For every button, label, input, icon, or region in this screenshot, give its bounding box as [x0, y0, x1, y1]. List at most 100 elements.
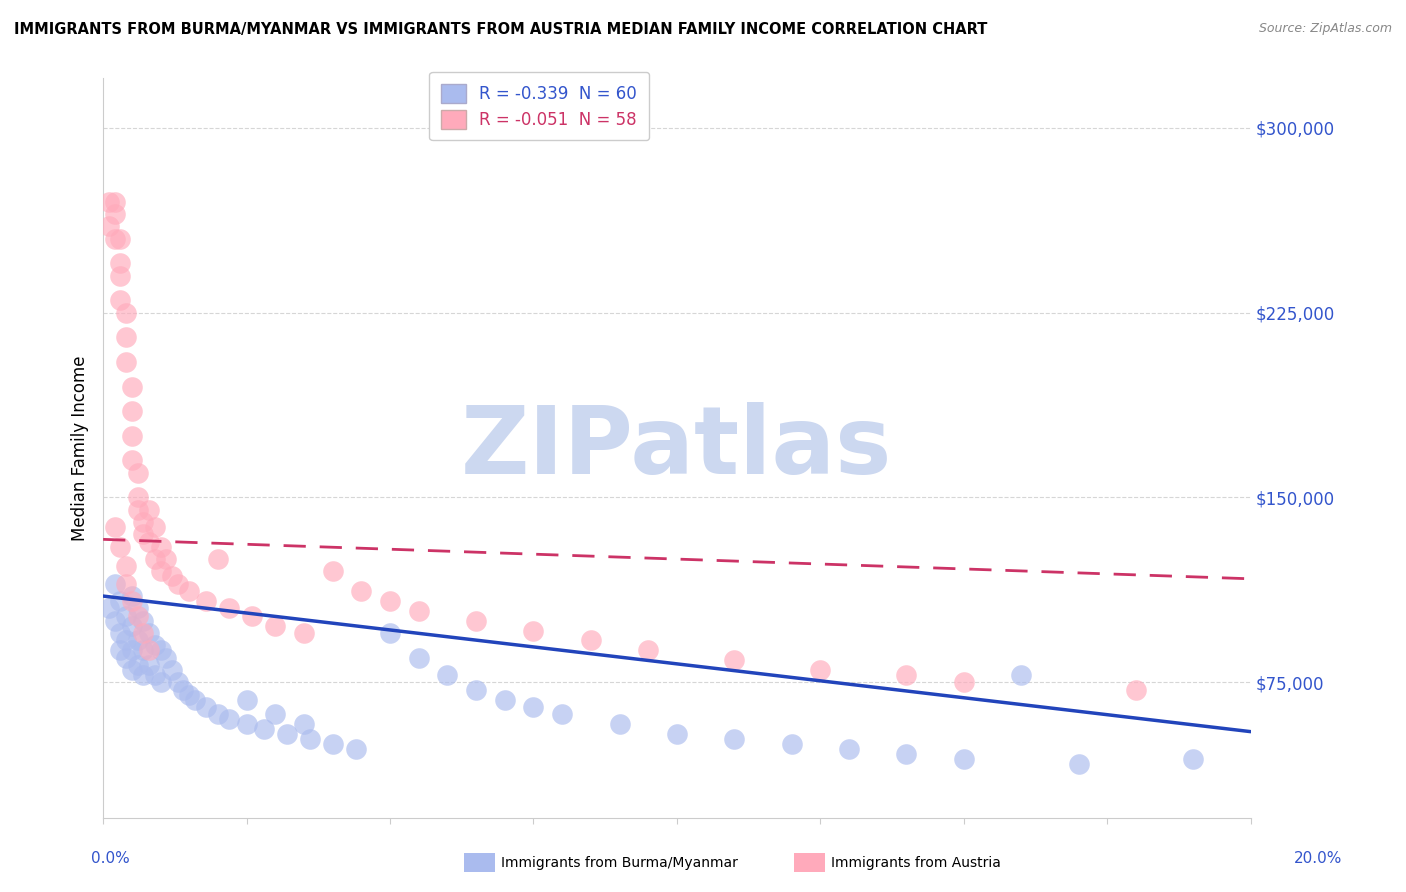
Y-axis label: Median Family Income: Median Family Income — [72, 355, 89, 541]
Point — [378, 594, 401, 608]
Point — [138, 643, 160, 657]
Point — [896, 668, 918, 682]
Point — [127, 601, 149, 615]
Point — [166, 576, 188, 591]
Point — [344, 742, 367, 756]
Point — [172, 682, 194, 697]
Point — [115, 559, 138, 574]
Point — [110, 626, 132, 640]
Point — [110, 293, 132, 308]
Point — [115, 576, 138, 591]
Point — [115, 355, 138, 369]
Point — [97, 194, 120, 209]
Point — [218, 601, 240, 615]
Point — [104, 520, 127, 534]
Point — [195, 700, 218, 714]
Point — [408, 650, 430, 665]
Point — [97, 601, 120, 615]
Point — [104, 614, 127, 628]
Point — [1182, 752, 1205, 766]
Text: 20.0%: 20.0% — [1295, 851, 1343, 865]
Point — [143, 668, 166, 682]
Point — [298, 732, 321, 747]
Point — [378, 626, 401, 640]
Text: 0.0%: 0.0% — [91, 851, 131, 865]
Point — [155, 650, 177, 665]
Point — [138, 626, 160, 640]
Point — [322, 565, 344, 579]
Point — [121, 404, 143, 418]
Point — [780, 737, 803, 751]
Point — [138, 658, 160, 673]
Point — [160, 569, 183, 583]
Point — [121, 429, 143, 443]
Point — [121, 663, 143, 677]
Point — [723, 653, 745, 667]
Point — [436, 668, 458, 682]
Point — [665, 727, 688, 741]
Point — [166, 675, 188, 690]
Point — [207, 707, 229, 722]
Point — [132, 643, 155, 657]
Point — [127, 633, 149, 648]
Point — [115, 330, 138, 344]
Point — [143, 552, 166, 566]
Point — [896, 747, 918, 761]
Point — [149, 540, 172, 554]
Point — [264, 618, 287, 632]
Point — [838, 742, 860, 756]
Point — [235, 692, 257, 706]
Text: ZIPatlas: ZIPatlas — [461, 402, 893, 494]
Point — [115, 305, 138, 319]
Point — [110, 268, 132, 283]
Point — [127, 503, 149, 517]
Text: Immigrants from Austria: Immigrants from Austria — [831, 855, 1001, 870]
Point — [97, 219, 120, 234]
Point — [132, 614, 155, 628]
Point — [121, 453, 143, 467]
Point — [240, 608, 263, 623]
Point — [121, 643, 143, 657]
Point — [115, 608, 138, 623]
Point — [952, 675, 974, 690]
Text: IMMIGRANTS FROM BURMA/MYANMAR VS IMMIGRANTS FROM AUSTRIA MEDIAN FAMILY INCOME CO: IMMIGRANTS FROM BURMA/MYANMAR VS IMMIGRA… — [14, 22, 987, 37]
Point — [132, 515, 155, 529]
Point — [322, 737, 344, 751]
Point — [149, 565, 172, 579]
Point — [110, 256, 132, 270]
Point — [292, 626, 315, 640]
Point — [179, 584, 201, 599]
Point — [110, 643, 132, 657]
Point — [127, 608, 149, 623]
Point — [143, 520, 166, 534]
Point — [143, 639, 166, 653]
Point — [952, 752, 974, 766]
Point — [1067, 756, 1090, 771]
Point — [104, 194, 127, 209]
Point — [110, 594, 132, 608]
Point — [121, 594, 143, 608]
Point — [160, 663, 183, 677]
Point — [179, 688, 201, 702]
Point — [184, 692, 207, 706]
Point — [522, 624, 544, 638]
Point — [723, 732, 745, 747]
Point — [207, 552, 229, 566]
Point — [276, 727, 298, 741]
Point — [115, 650, 138, 665]
Point — [551, 707, 574, 722]
Point — [808, 663, 831, 677]
Text: Source: ZipAtlas.com: Source: ZipAtlas.com — [1258, 22, 1392, 36]
Point — [465, 682, 488, 697]
Legend: R = -0.339  N = 60, R = -0.051  N = 58: R = -0.339 N = 60, R = -0.051 N = 58 — [429, 72, 650, 140]
Point — [127, 491, 149, 505]
Point — [104, 232, 127, 246]
Point — [522, 700, 544, 714]
Point — [127, 658, 149, 673]
Point — [104, 207, 127, 221]
Point — [609, 717, 631, 731]
Point — [292, 717, 315, 731]
Point — [121, 618, 143, 632]
Point — [465, 614, 488, 628]
Point — [155, 552, 177, 566]
